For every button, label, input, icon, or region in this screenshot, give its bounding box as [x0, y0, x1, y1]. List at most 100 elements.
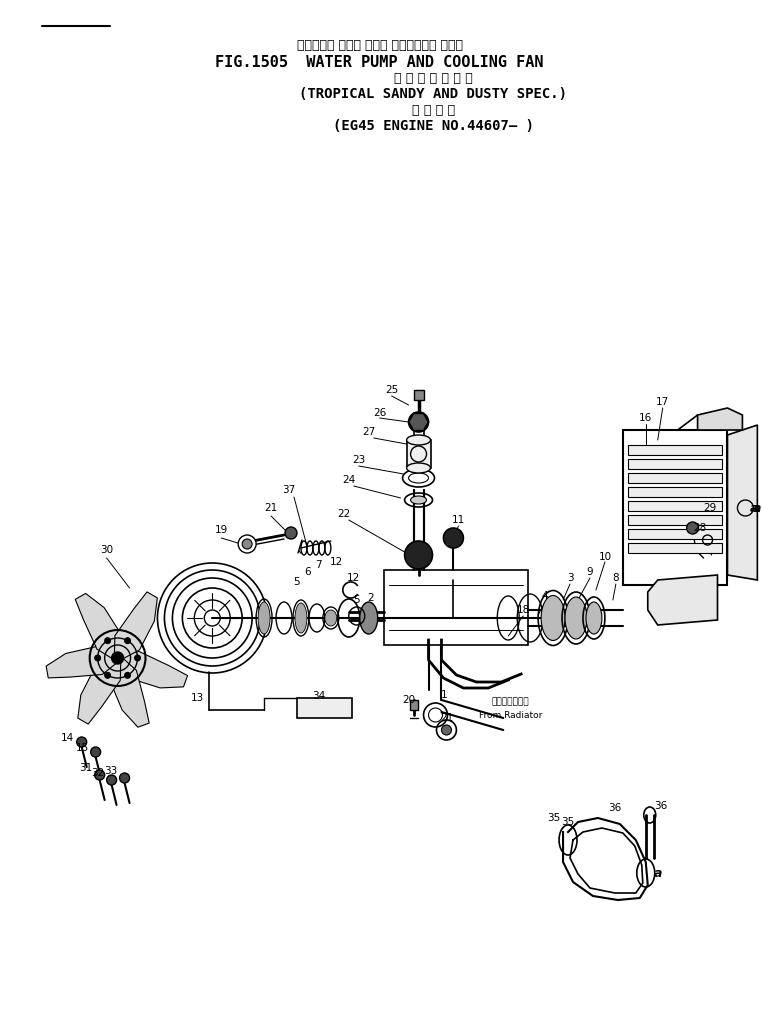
Text: 10: 10 [598, 552, 611, 562]
Ellipse shape [325, 610, 337, 626]
Text: 26: 26 [373, 408, 386, 418]
Circle shape [111, 652, 123, 664]
Polygon shape [114, 592, 157, 660]
Polygon shape [728, 425, 757, 580]
Text: From Radiator: From Radiator [479, 711, 542, 719]
Text: 25: 25 [385, 385, 399, 395]
Ellipse shape [565, 597, 587, 639]
Circle shape [443, 528, 463, 548]
Text: a: a [654, 866, 662, 880]
Text: 17: 17 [656, 397, 669, 407]
Circle shape [94, 655, 101, 661]
Bar [628, 445, 722, 455]
Polygon shape [110, 657, 149, 727]
Circle shape [285, 527, 297, 539]
Text: 12: 12 [347, 573, 360, 583]
Bar [628, 529, 722, 539]
Text: 33: 33 [104, 766, 117, 776]
Bar [297, 698, 352, 718]
Ellipse shape [295, 603, 307, 633]
Text: 19: 19 [215, 525, 228, 535]
Bar [628, 487, 722, 497]
Text: 36: 36 [608, 803, 622, 813]
Text: 21: 21 [440, 713, 453, 723]
Text: 5: 5 [293, 577, 300, 587]
Circle shape [120, 773, 130, 783]
Text: 12: 12 [330, 557, 344, 567]
Text: 11: 11 [452, 515, 465, 525]
Text: 21: 21 [264, 503, 277, 513]
Circle shape [107, 775, 117, 785]
Text: 27: 27 [362, 427, 376, 437]
Text: ラジエータから: ラジエータから [491, 698, 529, 707]
Text: 7: 7 [315, 560, 322, 570]
Text: 1: 1 [441, 690, 448, 700]
Text: 23: 23 [352, 455, 365, 465]
Bar [623, 430, 728, 585]
Polygon shape [75, 593, 122, 660]
Text: 15: 15 [76, 743, 89, 753]
Text: 34: 34 [312, 691, 325, 701]
Bar [410, 700, 418, 710]
Text: a: a [751, 501, 758, 515]
Text: a: a [753, 501, 761, 515]
Text: 適 用 号 機: 適 用 号 機 [412, 104, 455, 117]
Bar [628, 459, 722, 469]
Circle shape [94, 770, 104, 780]
Ellipse shape [258, 602, 270, 634]
Polygon shape [697, 408, 742, 430]
Circle shape [408, 412, 428, 432]
Text: 35: 35 [547, 813, 561, 823]
Text: 35: 35 [562, 817, 575, 827]
Circle shape [124, 638, 130, 644]
Polygon shape [46, 647, 118, 678]
Text: (EG45 ENGINE NO.44607– ): (EG45 ENGINE NO.44607– ) [333, 119, 534, 133]
Text: 20: 20 [402, 695, 415, 705]
Ellipse shape [360, 602, 378, 634]
Text: 3: 3 [567, 573, 573, 583]
Text: 31: 31 [79, 763, 92, 773]
Polygon shape [648, 575, 718, 625]
Text: 6: 6 [305, 567, 311, 577]
Bar [628, 473, 722, 483]
Polygon shape [78, 656, 121, 724]
Text: 4: 4 [542, 591, 549, 601]
Bar [384, 570, 528, 645]
Circle shape [687, 522, 699, 534]
Text: 8: 8 [613, 573, 620, 583]
Circle shape [124, 672, 130, 678]
Text: FIG.1505  WATER PUMP AND COOLING FAN: FIG.1505 WATER PUMP AND COOLING FAN [216, 55, 544, 69]
Circle shape [405, 541, 433, 569]
Text: 22: 22 [337, 508, 351, 519]
Text: (TROPICAL SANDY AND DUSTY SPEC.): (TROPICAL SANDY AND DUSTY SPEC.) [299, 87, 568, 101]
Bar [628, 501, 722, 511]
Text: 36: 36 [654, 801, 668, 811]
Circle shape [91, 747, 101, 757]
Ellipse shape [586, 602, 602, 634]
Circle shape [104, 672, 110, 678]
Ellipse shape [541, 596, 565, 641]
Circle shape [135, 655, 140, 661]
Text: 熱 帯 砂 岘 地 仕 様: 熱 帯 砂 岘 地 仕 様 [394, 71, 473, 84]
Bar [407, 440, 431, 468]
Text: 5: 5 [354, 595, 360, 605]
Circle shape [441, 725, 451, 735]
Text: 13: 13 [190, 693, 204, 703]
Bar [628, 543, 722, 553]
Circle shape [239, 535, 256, 553]
Text: 30: 30 [100, 545, 114, 555]
Ellipse shape [407, 463, 431, 473]
Text: 16: 16 [639, 413, 652, 423]
Ellipse shape [407, 435, 431, 445]
Text: 14: 14 [61, 733, 75, 743]
Text: 32: 32 [91, 768, 104, 778]
Circle shape [104, 638, 110, 644]
Text: 29: 29 [703, 503, 716, 513]
Bar [628, 515, 722, 525]
Text: 24: 24 [342, 475, 355, 485]
Text: 37: 37 [283, 485, 296, 495]
Text: 2: 2 [367, 593, 374, 603]
Bar [414, 390, 424, 400]
Circle shape [242, 539, 252, 549]
Text: 28: 28 [693, 523, 706, 533]
